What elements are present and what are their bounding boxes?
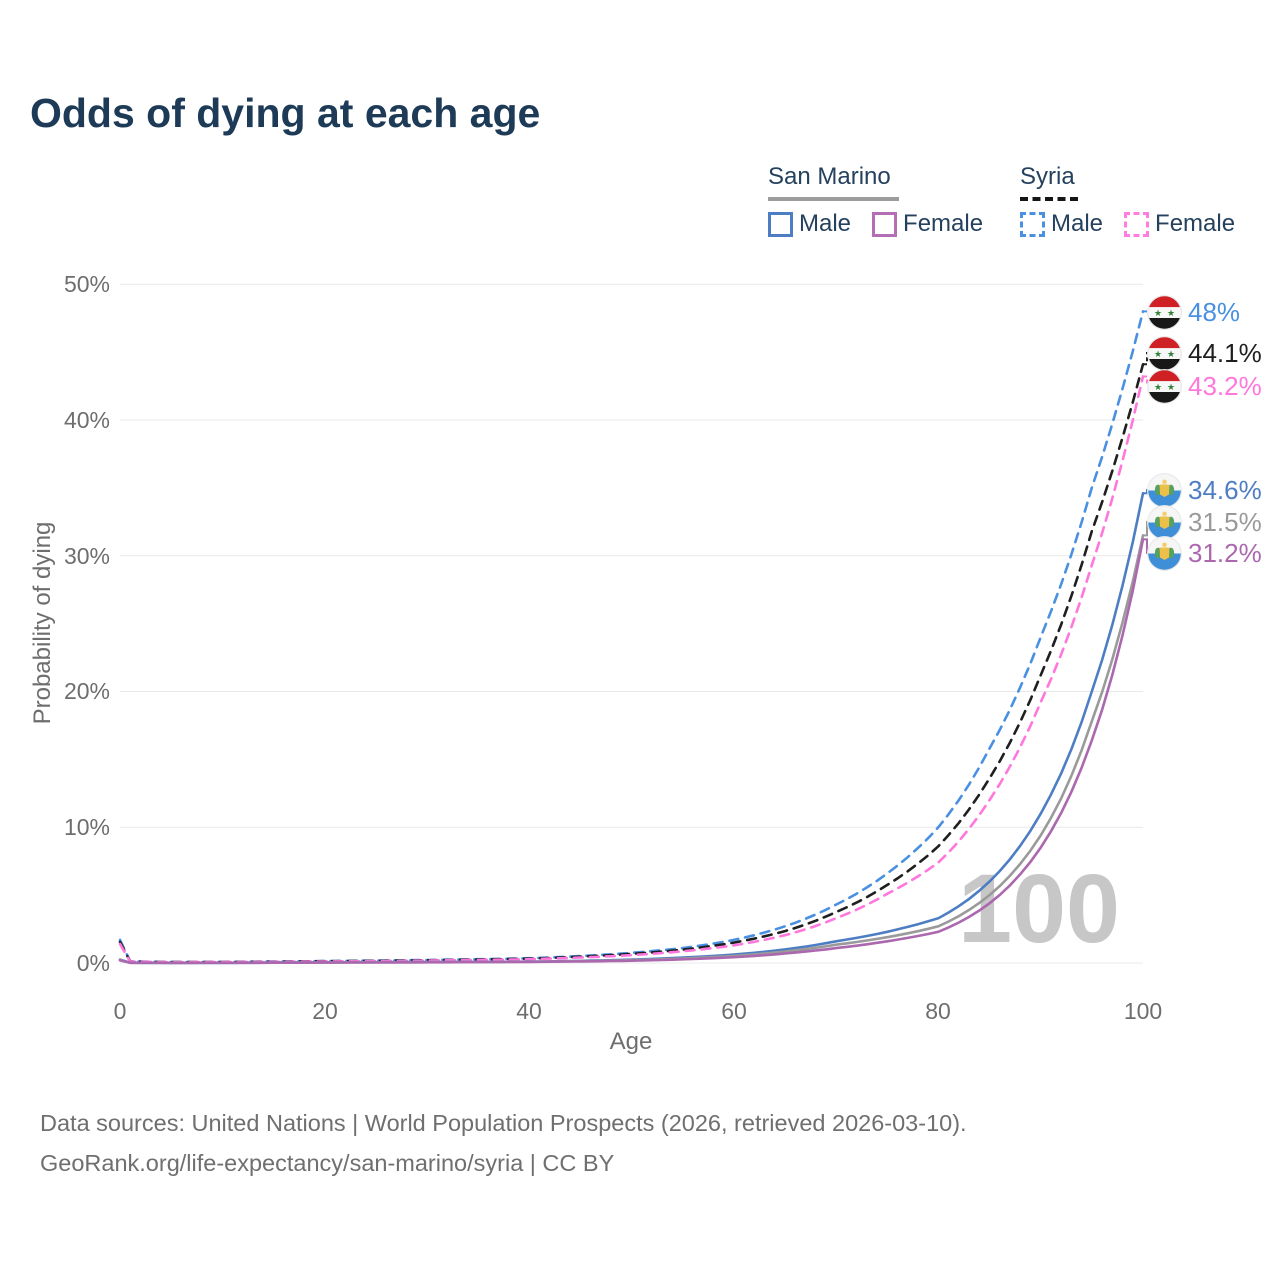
legend-label-san-marino-male: Male (799, 210, 852, 237)
syria-line-style-underline (1020, 197, 1078, 201)
x-tick-40: 40 (516, 998, 542, 1024)
legend-syria-title: Syria (1020, 163, 1075, 190)
legend-swatch-san-marino-male (768, 211, 793, 237)
x-tick-0: 0 (113, 998, 127, 1024)
svg-text:★: ★ (1167, 348, 1175, 358)
end-label-value: 34.6% (1188, 474, 1262, 505)
y-tick-50: 50% (63, 271, 110, 297)
legend-swatch-syria-female (1124, 211, 1150, 237)
y-tick-30: 30% (63, 543, 110, 569)
syria-flag-icon: ★ ★ (1147, 335, 1182, 371)
syria-flag-icon: ★ ★ (1147, 294, 1182, 330)
end-label-syria-both: ★ ★ 44.1% (1146, 334, 1262, 372)
svg-text:★: ★ (1154, 381, 1162, 391)
end-label-san-marino-both: 31.5% (1146, 503, 1262, 541)
curve-san-marino-male (118, 492, 1145, 965)
legend-label-san-marino-female: Female (903, 210, 984, 237)
y-tick-0: 0% (76, 950, 110, 976)
end-label-value: 48% (1188, 296, 1241, 327)
svg-text:★: ★ (1154, 307, 1162, 317)
legend-swatch-syria-male (1020, 211, 1045, 237)
y-tick-20: 20% (63, 678, 110, 704)
y-tick-10: 10% (63, 814, 110, 840)
syria-flag-icon: ★ ★ (1147, 368, 1182, 404)
x-tick-80: 80 (925, 998, 951, 1024)
end-label-syria-female: ★ ★ 43.2% (1146, 367, 1262, 405)
legend-label-syria-male: Male (1051, 210, 1104, 237)
svg-text:★: ★ (1167, 307, 1175, 317)
x-tick-100: 100 (1123, 998, 1163, 1024)
x-tick-20: 20 (312, 998, 338, 1024)
curve-san-marino-female (118, 538, 1145, 965)
x-axis-title: Age (609, 1028, 653, 1055)
san-marino-line-style-underline (768, 197, 899, 201)
legend-label-syria-female: Female (1155, 210, 1236, 237)
end-label-value: 31.2% (1188, 537, 1262, 568)
end-label-syria-male: ★ ★ 48% (1146, 293, 1240, 331)
curve-syria-both (118, 363, 1145, 964)
data-sources-text: Data sources: United Nations | World Pop… (40, 1110, 967, 1136)
y-tick-40: 40% (63, 407, 110, 433)
attribution-text: GeoRank.org/life-expectancy/san-marino/s… (40, 1150, 615, 1176)
legend-swatch-san-marino-female (872, 211, 898, 237)
san-marino-flag-icon (1147, 472, 1182, 508)
san-marino-flag-icon (1147, 535, 1182, 571)
svg-text:★: ★ (1167, 381, 1175, 391)
end-label-value: 43.2% (1188, 370, 1262, 401)
age-watermark: 100 (958, 854, 1120, 963)
leader-syria-male (1143, 310, 1151, 313)
x-tick-60: 60 (721, 998, 747, 1024)
legend-group-syria: Syria Male Female (1020, 163, 1235, 238)
curve-syria-female (118, 375, 1145, 964)
legend-group-san-marino: San Marino Male Female (768, 163, 983, 238)
curve-syria-male (118, 310, 1145, 964)
legend-san-marino-title: San Marino (768, 163, 891, 190)
end-label-san-marino-female: 31.2% (1146, 534, 1262, 572)
end-label-value: 31.5% (1188, 506, 1262, 537)
end-label-san-marino-male: 34.6% (1146, 471, 1262, 509)
san-marino-flag-icon (1147, 504, 1182, 540)
end-label-value: 44.1% (1188, 337, 1262, 368)
svg-text:★: ★ (1154, 348, 1162, 358)
page-title: Odds of dying at each age (30, 90, 541, 136)
